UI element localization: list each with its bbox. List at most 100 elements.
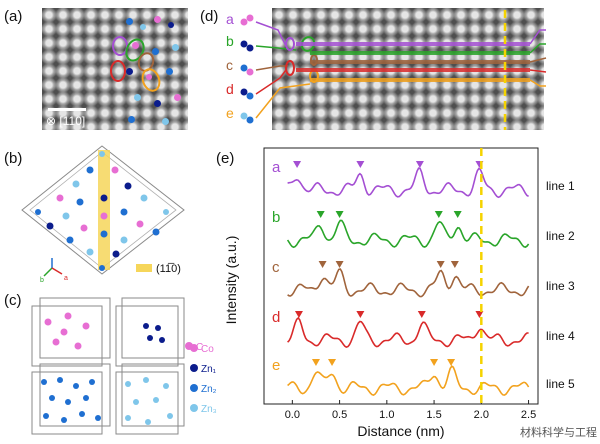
legend-c-right: Co Zn₁ Zn₂ Zn₃ bbox=[190, 344, 217, 415]
scale-bar bbox=[48, 108, 86, 111]
stem-image-a: ⊗ [110] bbox=[42, 8, 188, 130]
line-label-1: line 1 bbox=[546, 23, 572, 35]
atom-zn2 bbox=[166, 68, 173, 75]
atom-zn3 bbox=[162, 118, 169, 125]
x-tick-label: 2.0 bbox=[474, 409, 489, 421]
connector-d bbox=[255, 69, 287, 95]
cell-outline bbox=[21, 145, 185, 275]
atoms-b bbox=[35, 151, 169, 271]
plane-highlight bbox=[98, 150, 110, 270]
legend-zn2-label: Zn₂ bbox=[201, 384, 217, 395]
peak-marker bbox=[475, 311, 484, 318]
peak-marker bbox=[434, 211, 443, 218]
peak-marker bbox=[335, 261, 344, 268]
series-label-4: line 4 bbox=[546, 329, 575, 343]
label-connector-1 bbox=[529, 29, 546, 45]
peak-marker bbox=[328, 359, 337, 366]
box-co bbox=[31, 297, 111, 367]
legend-co-label: Co bbox=[201, 344, 214, 355]
series-label-5: line 5 bbox=[546, 377, 575, 391]
plane-legend-label: (11̅0) bbox=[156, 263, 181, 275]
x-axis-label: Distance (nm) bbox=[357, 423, 444, 439]
atom-co bbox=[154, 16, 161, 23]
y-axis-label: Intensity (a.u.) bbox=[223, 236, 239, 325]
peak-marker bbox=[316, 211, 325, 218]
atom-zn2 bbox=[126, 18, 133, 25]
intensity-profile-chart: Intensity (a.u.) Distance (nm) 0.0 0.5 1.0… bbox=[223, 147, 575, 439]
label-connector-2 bbox=[529, 43, 546, 54]
series-label-3: line 3 bbox=[546, 279, 575, 293]
marker-co bbox=[246, 68, 254, 76]
atom-zn1 bbox=[154, 100, 161, 107]
peak-marker bbox=[436, 261, 445, 268]
panel-d-overlay: a b c d e line 1 line 2 line 3 line 4 li… bbox=[226, 10, 572, 130]
peak-marker bbox=[453, 211, 462, 218]
chart-frame bbox=[263, 147, 539, 405]
atom-zn1 bbox=[168, 22, 174, 28]
ring-green bbox=[300, 36, 316, 52]
peak-marker bbox=[293, 161, 302, 168]
x-tick-label: 1.0 bbox=[379, 409, 394, 421]
x-tick-label: 0.0 bbox=[285, 409, 300, 421]
atom-zn3 bbox=[140, 24, 146, 30]
peak-marker bbox=[318, 261, 327, 268]
series-letter-b: b bbox=[272, 209, 280, 226]
atom-co bbox=[146, 74, 152, 80]
watermark: 材料科学与工程 bbox=[520, 427, 597, 439]
series-line-1 bbox=[287, 167, 529, 199]
peak-marker bbox=[356, 311, 365, 318]
peak-marker bbox=[415, 161, 424, 168]
label-connector-4 bbox=[529, 69, 547, 73]
x-tick-label: 2.5 bbox=[521, 409, 536, 421]
legend-zn1-label: Zn₁ bbox=[201, 364, 217, 375]
label-connector-3 bbox=[529, 57, 547, 63]
atom-zn1 bbox=[126, 68, 133, 75]
legend-co: Co bbox=[196, 342, 203, 353]
series-letter-c: c bbox=[272, 259, 280, 276]
marker-zn1 bbox=[240, 88, 248, 96]
connector-c bbox=[255, 65, 288, 71]
peak-marker bbox=[311, 359, 320, 366]
series-label-2: line 2 bbox=[546, 229, 575, 243]
marker-zn1 bbox=[246, 44, 254, 52]
peak-marker bbox=[430, 359, 439, 366]
atom-co bbox=[174, 94, 181, 101]
marker-zn1 bbox=[240, 40, 248, 48]
series-label-1: line 1 bbox=[546, 179, 575, 193]
line-label-4: line 4 bbox=[546, 65, 572, 77]
line-label-2: line 2 bbox=[546, 37, 572, 49]
legend-zn3-label: Zn₃ bbox=[201, 404, 217, 415]
panel-a-label: (a) bbox=[4, 8, 23, 25]
box-zn1 bbox=[115, 297, 185, 367]
series-line-3 bbox=[287, 268, 530, 298]
crystal-structure-b: b a (11̅0) bbox=[21, 145, 185, 284]
marker-zn3 bbox=[240, 112, 248, 120]
axes-b: b a bbox=[40, 258, 68, 284]
peak-marker bbox=[356, 161, 365, 168]
sublattices-c: Co bbox=[31, 297, 203, 435]
series-line-4 bbox=[287, 316, 529, 348]
series-letter-a: a bbox=[272, 159, 281, 176]
connector-e bbox=[255, 83, 311, 119]
ring-red bbox=[285, 60, 295, 76]
marker-zn2 bbox=[246, 92, 254, 100]
atom-zn3 bbox=[172, 44, 179, 51]
row-letter-a: a bbox=[226, 11, 234, 27]
series-letter-e: e bbox=[272, 357, 280, 374]
atom-zn2 bbox=[128, 116, 135, 123]
line-label-3: line 3 bbox=[546, 51, 572, 63]
label-connector-5 bbox=[529, 79, 546, 87]
atom-zn3 bbox=[134, 94, 141, 101]
row-letter-e: e bbox=[226, 105, 234, 121]
ring-purple bbox=[285, 37, 295, 51]
plane-legend-swatch bbox=[136, 264, 152, 272]
row-letter-d: d bbox=[226, 81, 234, 97]
marker-zn2 bbox=[246, 116, 254, 124]
peak-marker bbox=[417, 311, 426, 318]
peak-marker bbox=[294, 311, 303, 318]
panel-e-label: (e) bbox=[216, 150, 235, 167]
panel-d-label: (d) bbox=[200, 8, 219, 25]
ring-red bbox=[110, 60, 126, 82]
marker-co bbox=[240, 18, 248, 26]
ring-purple bbox=[112, 36, 128, 56]
